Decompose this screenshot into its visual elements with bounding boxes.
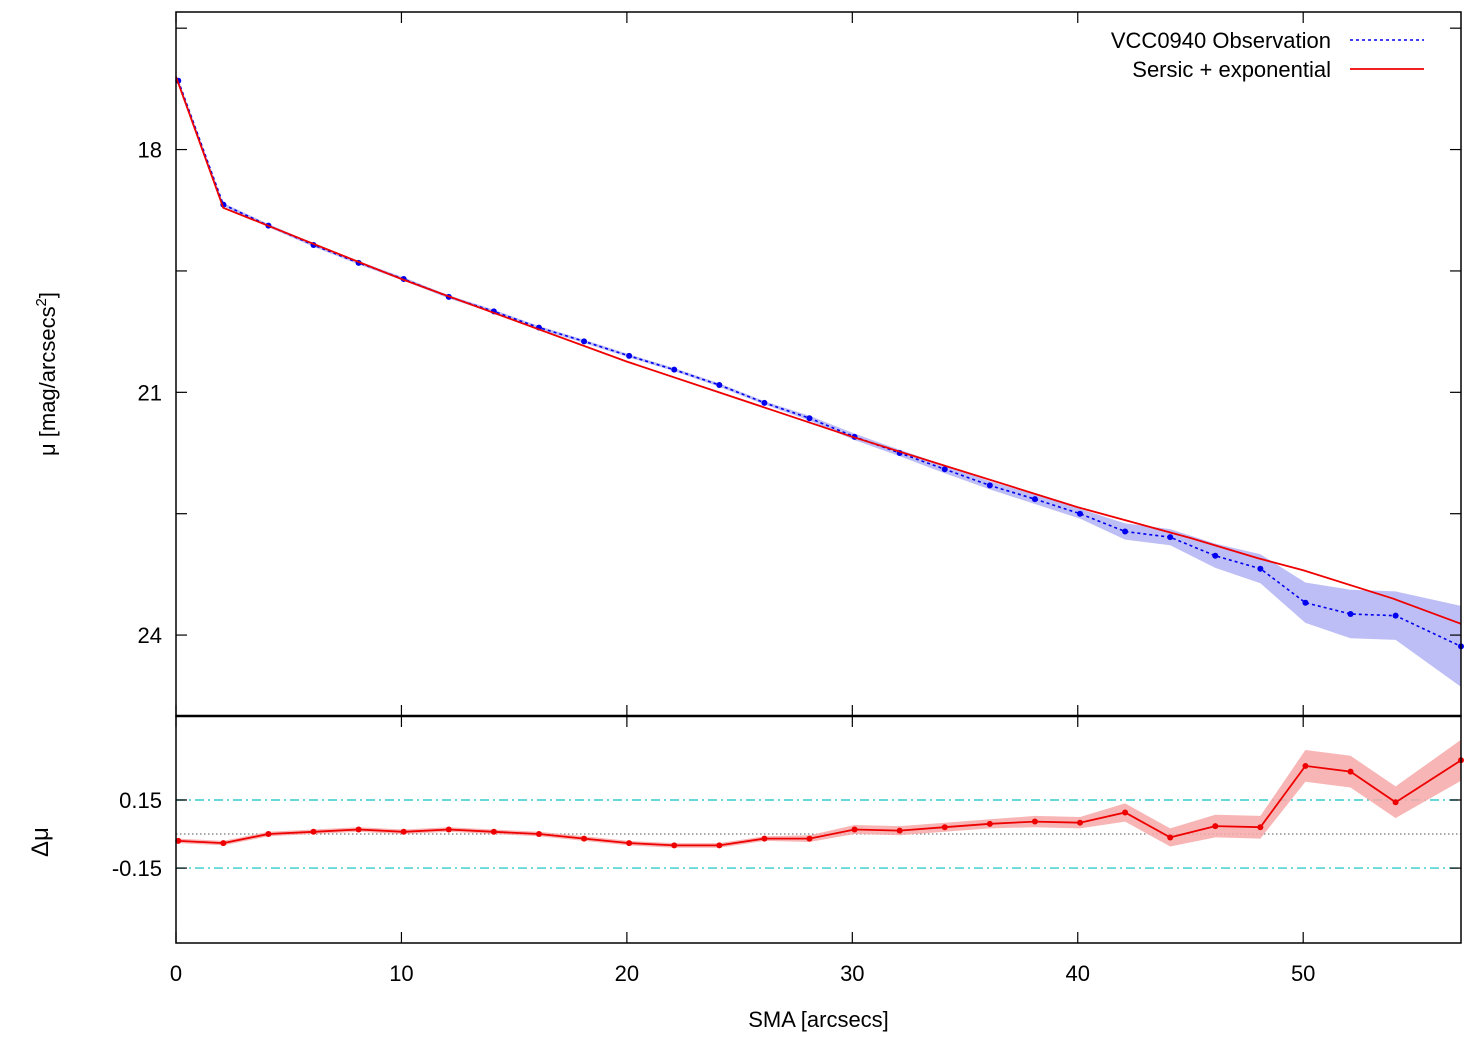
observation-point [761,399,768,406]
residual-point [581,835,588,842]
observation-point [1212,552,1219,559]
legend-label-model: Sersic + exponential [1132,57,1331,82]
residual-point [175,837,182,844]
top-plot-frame [175,11,1462,717]
residual-point [671,842,678,849]
observation-point [716,382,723,389]
top-y-tick-label: 24 [138,623,162,648]
observation-point [1077,510,1084,517]
observation-point [1167,534,1174,541]
x-tick-label: 20 [615,961,639,986]
residual-point [445,826,452,833]
residual-point [941,824,948,831]
residual-point [716,842,723,849]
x-tick-label: 0 [170,961,182,986]
top-y-tick-label: 21 [138,380,162,405]
observation-error-band [178,79,1461,687]
top-y-axis-label-close: ] [35,292,60,298]
residual-line [178,759,1462,847]
bottom-ticks: 0.15 -0.15 0 10 20 30 40 50 [112,716,1461,986]
residual-point [1031,818,1038,825]
legend-label-observation: VCC0940 Observation [1111,28,1331,53]
top-y-tick-label: 18 [138,138,162,163]
observation-point [986,482,993,489]
observation-point [1257,565,1264,572]
residual-point [806,835,813,842]
residual-point [1392,799,1399,806]
top-ticks: 18 21 24 [138,12,1461,716]
residual-point [986,820,993,827]
bottom-panel: 0.15 -0.15 0 10 20 30 40 50 Δμ SMA [arcsecs] [27,714,1464,1032]
residual-point [490,828,497,835]
observation-point [1392,612,1399,619]
top-error-bands [178,79,1461,687]
residual-point [896,827,903,834]
top-panel: 18 21 24 μ [mag/arcsecs2] VCC0940 Observat… [33,11,1464,717]
observation-point [1122,528,1129,535]
x-tick-label: 40 [1066,961,1090,986]
top-y-axis-label-sup: 2 [33,298,50,306]
observation-point [581,338,588,345]
residual-point [1167,834,1174,841]
residual-point [626,840,633,847]
residual-point [220,840,227,847]
x-tick-label: 30 [840,961,864,986]
bottom-error-band [178,739,1461,848]
residual-point [1257,824,1264,831]
legend: VCC0940 Observation Sersic + exponential [1111,28,1424,82]
x-tick-label: 10 [389,961,413,986]
residual-point [265,831,272,838]
bottom-series [175,757,1464,849]
x-axis-label: SMA [arcsecs] [748,1007,889,1032]
residual-point [535,831,542,838]
observation-point [671,366,678,373]
bottom-y-tick-label: -0.15 [112,856,162,881]
observation-point [1031,496,1038,503]
top-y-axis-label: μ [mag/arcsecs2] [33,292,60,456]
legend-entry-observation: VCC0940 Observation [1111,28,1424,53]
residual-point [851,826,858,833]
observation-point [1302,599,1309,606]
legend-entry-model: Sersic + exponential [1132,57,1424,82]
residual-point [310,828,317,835]
bottom-y-axis-label: Δμ [27,827,54,857]
residual-point [761,835,768,842]
residual-point [1212,823,1219,830]
observation-point [1347,611,1354,618]
residual-point [1122,809,1129,816]
residual-point [1347,768,1354,775]
observation-point [806,415,813,422]
residual-point [355,826,362,833]
top-series [175,76,1464,650]
top-y-axis-label-main: μ [mag/arcsecs [35,306,60,456]
bottom-y-tick-label: 0.15 [119,788,162,813]
bottom-reference-lines [176,799,1461,869]
residual-point [400,828,407,835]
residual-point [1077,819,1084,826]
residual-error-band [178,739,1461,848]
x-tick-label: 50 [1291,961,1315,986]
model-line [175,76,1462,625]
observation-point [941,466,948,473]
residual-point [1302,762,1309,769]
observation-point [626,352,633,359]
